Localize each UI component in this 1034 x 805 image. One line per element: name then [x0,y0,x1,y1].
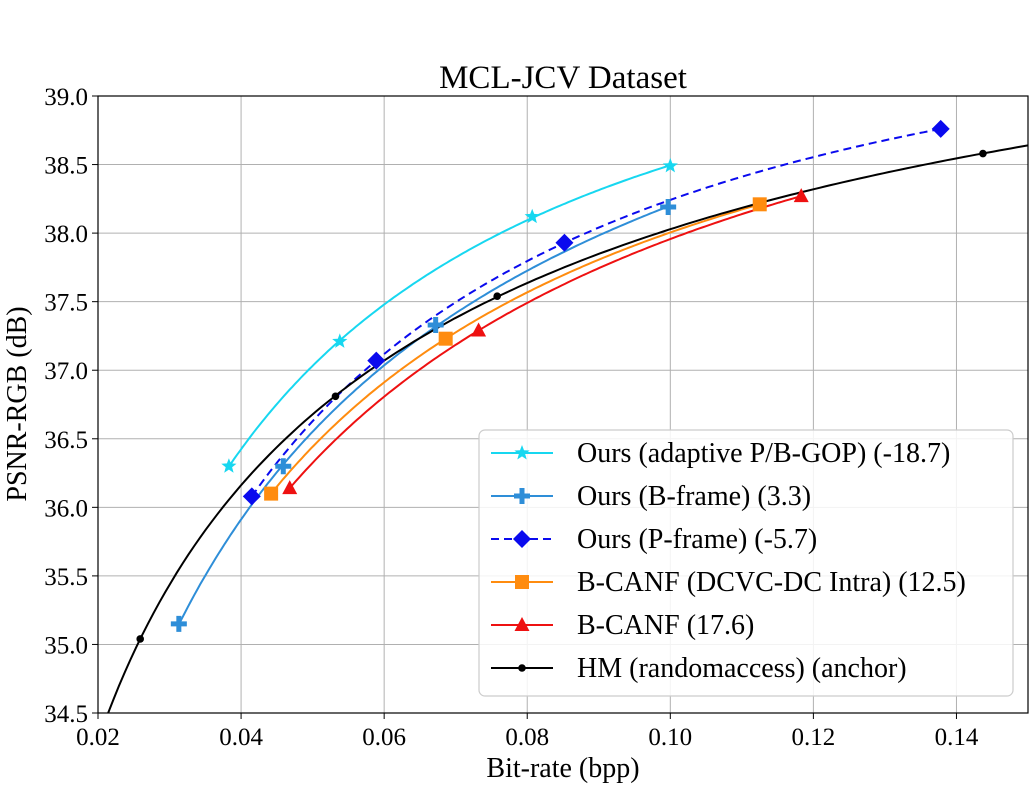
legend-marker [515,575,529,589]
legend-items: Ours (adaptive P/B-GOP) (-18.7) Ours (B-f… [491,438,966,684]
plot-area-frame [97,95,1029,714]
legend-label: B-CANF (DCVC-DC Intra) (12.5) [577,567,966,598]
y-tick-label: 38.5 [44,153,88,180]
y-tick-label: 36.0 [44,495,88,522]
data-point [662,157,678,173]
series-line [288,195,802,489]
legend-box [478,429,1014,697]
series-line [250,127,941,497]
data-point [332,333,348,348]
legend-label: Ours (B-frame) (3.3) [577,481,811,512]
x-tick-label: 0.02 [76,724,120,751]
y-axis-label: PSNR-RGB (dB) [2,306,33,501]
legend-marker [514,617,530,631]
legend-marker [514,445,530,460]
x-axis-ticks: 0.02 0.04 0.06 0.08 0.10 0.12 0.14 [76,713,979,751]
data-point [438,331,453,346]
x-tick-label: 0.14 [935,724,979,751]
data-point [242,487,261,506]
data-point [979,149,987,158]
data-point [931,119,950,138]
x-tick-label: 0.12 [792,724,836,751]
y-tick-label: 35.0 [44,632,88,659]
x-tick-label: 0.04 [219,724,263,751]
legend-marker [513,530,531,548]
legend-label: Ours (P-frame) (-5.7) [577,524,817,555]
y-tick-label: 37.0 [44,358,88,385]
data-point [493,292,501,300]
fitted-curves [107,127,1028,713]
chart-title: MCL-JCV Dataset [439,60,687,96]
data-point [264,486,279,501]
data-point [793,188,809,203]
legend-label: B-CANF (17.6) [577,610,754,641]
x-axis-label: Bit-rate (bpp) [486,753,639,784]
legend-marker [518,664,526,672]
legend: Ours (adaptive P/B-GOP) (-18.7) Ours (B-f… [478,429,1014,697]
x-tick-label: 0.06 [362,724,406,751]
data-point [221,458,237,473]
x-tick-label: 0.10 [648,724,692,751]
data-point [331,392,340,401]
data-point [367,351,386,370]
y-tick-label: 39.0 [44,84,88,111]
data-markers [136,119,987,643]
data-point [136,635,145,643]
legend-label: Ours (adaptive P/B-GOP) (-18.7) [577,438,950,469]
legend-label: HM (randomaccess) (anchor) [577,653,907,684]
data-point [660,199,677,216]
y-tick-label: 36.5 [44,427,88,454]
data-point [752,197,767,212]
data-point [555,233,574,252]
y-tick-label: 35.5 [44,564,88,591]
y-tick-label: 37.5 [44,290,88,317]
legend-marker [514,488,530,504]
y-axis-ticks: 34.5 35.0 35.5 36.0 36.5 37.0 37.5 38.0 38.5 39.0 [44,84,98,728]
series-line [107,144,1028,713]
series-line [228,164,671,468]
data-point [170,615,187,632]
data-point [275,458,292,475]
series-line [270,203,760,495]
y-tick-label: 34.5 [44,701,88,728]
data-point [427,316,444,333]
data-point [282,480,298,495]
x-tick-label: 0.08 [505,724,549,751]
y-tick-label: 38.0 [44,221,88,248]
data-point [471,322,487,337]
data-point [524,208,540,224]
